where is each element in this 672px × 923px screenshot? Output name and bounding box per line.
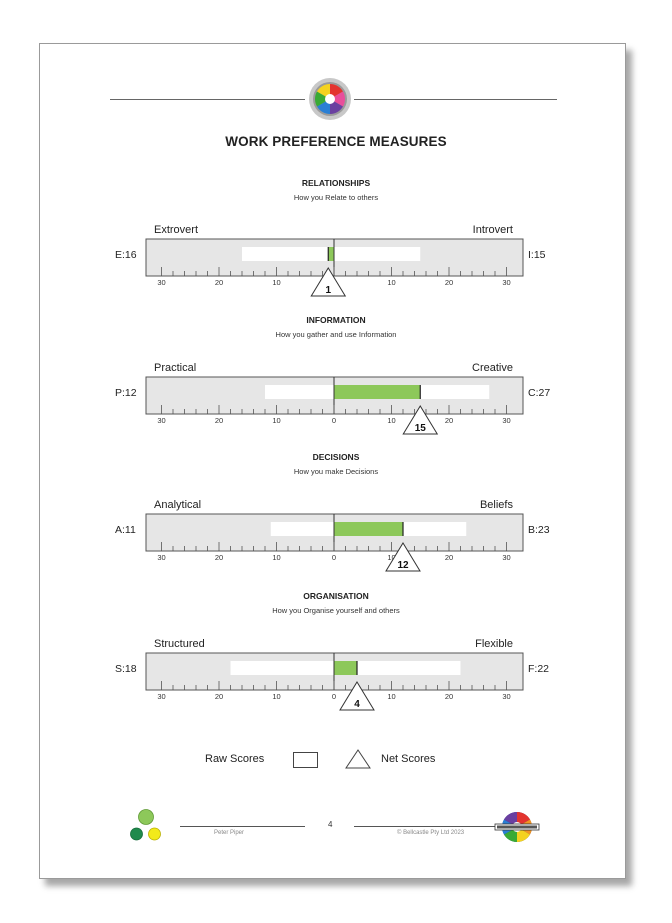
net-score-label: 4 [354,699,360,710]
right-pole-label: Beliefs [479,499,513,511]
net-score-bar [334,661,357,675]
footer-copyright: © Bellcastle Pty Ltd 2023 [397,830,465,836]
section-subtitle-organisation: How you Organise yourself and others [272,606,400,615]
scale-tick-label: 10 [387,278,395,287]
scale-tick-label: 10 [272,553,280,562]
scale-information: 30 20 10 0 10 20 30 15 [145,376,524,435]
raw-score-bar-left [265,385,334,399]
net-score-bar [334,522,403,536]
right-pole-label: Creative [472,362,513,374]
scale-tick-label: 10 [387,692,395,701]
footer-rule-right [354,826,496,827]
legend-net-triangle-icon [345,749,371,769]
left-pole-label: Extrovert [154,224,199,236]
report-page [39,43,626,879]
color-wheel-logo [309,78,351,120]
right-score: B:23 [528,524,550,536]
scale-tick-label: 0 [332,692,336,701]
net-score-bar [334,385,421,399]
right-score: C:27 [528,387,551,399]
section-title-decisions: DECISIONS [312,452,360,462]
scale-tick-label: 0 [332,553,336,562]
scale-tick-label: 20 [215,692,223,701]
scale-tick-label: 30 [157,692,165,701]
net-score-label: 15 [415,423,427,434]
scale-tick-label: 20 [215,416,223,425]
scale-tick-label: 20 [445,278,453,287]
raw-score-bar-right [334,247,421,261]
left-score: P:12 [115,387,137,399]
raw-score-bar-left [242,247,334,261]
scale-tick-label: 30 [157,553,165,562]
right-pole-label: Introvert [472,224,513,236]
header-rule-left [110,99,305,100]
section-title-information: INFORMATION [306,315,366,325]
net-score-triangle-icon [310,267,347,297]
left-pole-label: Structured [154,638,205,650]
scale-tick-label: 30 [157,278,165,287]
scale-tick-label: 30 [502,692,510,701]
section-title-organisation: ORGANISATION [303,591,369,601]
scale-tick-label: 10 [272,416,280,425]
scale-tick-label: 30 [502,278,510,287]
scale-organisation: 30 20 10 0 10 20 30 4 [145,652,524,711]
footer-rule-left [180,826,305,827]
left-score: E:16 [115,249,137,261]
net-score-triangle-icon [385,542,421,572]
scale-tick-label: 30 [502,416,510,425]
right-score: F:22 [528,663,550,675]
header-rule-right [354,99,557,100]
net-score-triangle-icon [402,405,439,435]
left-pole-label: Analytical [154,499,202,511]
net-score-triangle-icon [339,681,375,711]
scale-decisions: 30 20 10 0 10 20 30 12 [145,513,524,572]
scale-tick-label: 20 [215,553,223,562]
scale-tick-label: 0 [332,416,336,425]
section-title-relationships: RELATIONSHIPS [301,178,371,188]
raw-score-bar-right [334,661,461,675]
right-score: I:15 [528,249,546,261]
scale-tick-label: 10 [387,416,395,425]
section-subtitle-decisions: How you make Decisions [293,467,379,476]
scale-tick-label: 10 [272,278,280,287]
scale-tick-label: 10 [387,553,395,562]
scale-tick-label: 10 [272,692,280,701]
scale-tick-label: 30 [157,416,165,425]
legend-net-label: Net Scores [381,753,436,765]
net-score-label: 1 [325,285,331,296]
raw-score-bar-left [230,661,334,675]
section-subtitle-information: How you gather and use Information [275,330,397,339]
scale-tick-label: 20 [445,692,453,701]
scale-tick-label: 20 [215,278,223,287]
net-score-bar [328,247,334,261]
dots-logo [130,809,161,841]
legend-raw-label: Raw Scores [205,753,265,765]
bellcastle-wheel-logo [494,812,540,842]
raw-score-bar-left [270,522,334,536]
scale-tick-label: 20 [445,416,453,425]
left-pole-label: Practical [154,362,197,374]
left-score: S:18 [115,663,137,675]
scale-tick-label: 30 [502,553,510,562]
right-pole-label: Flexible [475,638,513,650]
left-score: A:11 [115,524,136,536]
section-subtitle-relationships: How you Relate to others [293,193,379,202]
net-score-label: 12 [397,560,409,571]
page-number: 4 [328,820,333,829]
legend-raw-swatch [293,752,318,768]
page-title: WORK PREFERENCE MEASURES [225,134,447,149]
footer-name: Peter Piper [214,830,245,836]
scale-tick-label: 20 [445,553,453,562]
